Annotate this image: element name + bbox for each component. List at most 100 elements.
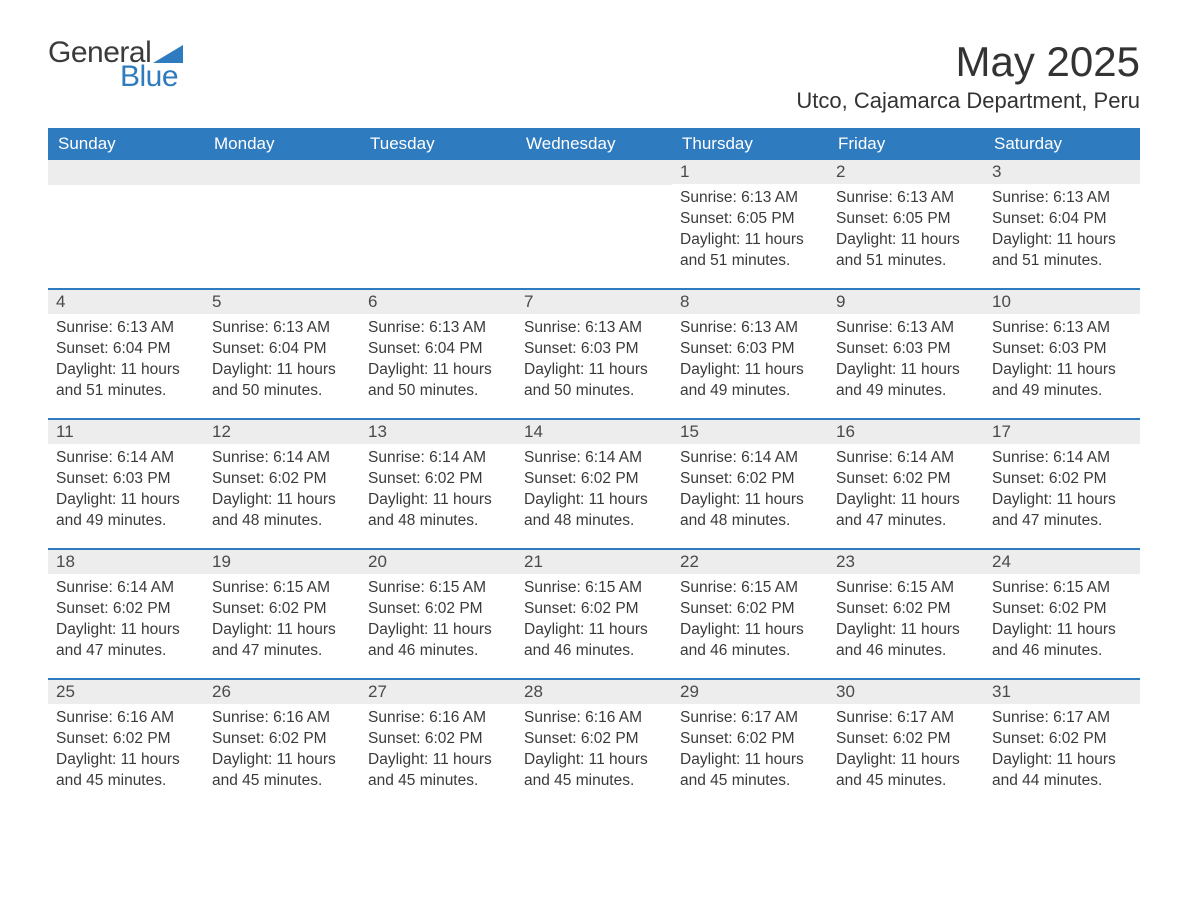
day-number: 28: [516, 680, 672, 704]
sunset-text: Sunset: 6:03 PM: [836, 339, 976, 360]
daylight-text: Daylight: 11 hours and 45 minutes.: [836, 750, 976, 792]
daylight-text: Daylight: 11 hours and 47 minutes.: [56, 620, 196, 662]
day-number: 2: [828, 160, 984, 184]
sunrise-text: Sunrise: 6:13 AM: [368, 318, 508, 339]
day-details: Sunrise: 6:13 AMSunset: 6:05 PMDaylight:…: [672, 184, 828, 280]
sunset-text: Sunset: 6:05 PM: [680, 209, 820, 230]
daylight-text: Daylight: 11 hours and 50 minutes.: [524, 360, 664, 402]
day-number: 5: [204, 290, 360, 314]
day-cell: 12Sunrise: 6:14 AMSunset: 6:02 PMDayligh…: [204, 420, 360, 548]
day-number: 1: [672, 160, 828, 184]
daylight-text: Daylight: 11 hours and 49 minutes.: [836, 360, 976, 402]
daylight-text: Daylight: 11 hours and 45 minutes.: [524, 750, 664, 792]
day-number: 31: [984, 680, 1140, 704]
day-cell: 28Sunrise: 6:16 AMSunset: 6:02 PMDayligh…: [516, 680, 672, 808]
day-cell: 4Sunrise: 6:13 AMSunset: 6:04 PMDaylight…: [48, 290, 204, 418]
day-number: 27: [360, 680, 516, 704]
day-details: Sunrise: 6:14 AMSunset: 6:02 PMDaylight:…: [828, 444, 984, 540]
day-number: [360, 160, 516, 185]
day-number: 8: [672, 290, 828, 314]
day-details: Sunrise: 6:13 AMSunset: 6:03 PMDaylight:…: [516, 314, 672, 410]
day-number: 24: [984, 550, 1140, 574]
sunrise-text: Sunrise: 6:14 AM: [992, 448, 1132, 469]
weekday-header: Tuesday: [360, 128, 516, 160]
sunset-text: Sunset: 6:02 PM: [212, 469, 352, 490]
day-details: Sunrise: 6:16 AMSunset: 6:02 PMDaylight:…: [204, 704, 360, 800]
sunset-text: Sunset: 6:02 PM: [680, 729, 820, 750]
daylight-text: Daylight: 11 hours and 51 minutes.: [56, 360, 196, 402]
sunset-text: Sunset: 6:02 PM: [836, 599, 976, 620]
day-number: 23: [828, 550, 984, 574]
day-number: 7: [516, 290, 672, 314]
day-cell: 27Sunrise: 6:16 AMSunset: 6:02 PMDayligh…: [360, 680, 516, 808]
sunrise-text: Sunrise: 6:14 AM: [680, 448, 820, 469]
day-cell: 26Sunrise: 6:16 AMSunset: 6:02 PMDayligh…: [204, 680, 360, 808]
daylight-text: Daylight: 11 hours and 45 minutes.: [680, 750, 820, 792]
daylight-text: Daylight: 11 hours and 45 minutes.: [368, 750, 508, 792]
sunrise-text: Sunrise: 6:15 AM: [368, 578, 508, 599]
day-number: 14: [516, 420, 672, 444]
sunrise-text: Sunrise: 6:17 AM: [836, 708, 976, 729]
day-number: 12: [204, 420, 360, 444]
day-number: [204, 160, 360, 185]
daylight-text: Daylight: 11 hours and 46 minutes.: [368, 620, 508, 662]
week-row: 18Sunrise: 6:14 AMSunset: 6:02 PMDayligh…: [48, 548, 1140, 678]
day-number: 22: [672, 550, 828, 574]
sunrise-text: Sunrise: 6:14 AM: [56, 448, 196, 469]
logo: General Blue: [48, 38, 183, 92]
weekday-header: Monday: [204, 128, 360, 160]
daylight-text: Daylight: 11 hours and 49 minutes.: [680, 360, 820, 402]
day-cell: [516, 160, 672, 288]
daylight-text: Daylight: 11 hours and 44 minutes.: [992, 750, 1132, 792]
day-number: 21: [516, 550, 672, 574]
day-cell: 8Sunrise: 6:13 AMSunset: 6:03 PMDaylight…: [672, 290, 828, 418]
sunset-text: Sunset: 6:02 PM: [368, 599, 508, 620]
day-details: Sunrise: 6:13 AMSunset: 6:04 PMDaylight:…: [48, 314, 204, 410]
day-details: Sunrise: 6:13 AMSunset: 6:04 PMDaylight:…: [984, 184, 1140, 280]
day-cell: 22Sunrise: 6:15 AMSunset: 6:02 PMDayligh…: [672, 550, 828, 678]
sunset-text: Sunset: 6:04 PM: [56, 339, 196, 360]
day-details: Sunrise: 6:13 AMSunset: 6:05 PMDaylight:…: [828, 184, 984, 280]
sunrise-text: Sunrise: 6:16 AM: [524, 708, 664, 729]
day-cell: 10Sunrise: 6:13 AMSunset: 6:03 PMDayligh…: [984, 290, 1140, 418]
day-number: 29: [672, 680, 828, 704]
sunset-text: Sunset: 6:02 PM: [992, 729, 1132, 750]
day-details: Sunrise: 6:17 AMSunset: 6:02 PMDaylight:…: [828, 704, 984, 800]
day-number: 15: [672, 420, 828, 444]
daylight-text: Daylight: 11 hours and 46 minutes.: [680, 620, 820, 662]
daylight-text: Daylight: 11 hours and 48 minutes.: [212, 490, 352, 532]
sunset-text: Sunset: 6:02 PM: [836, 729, 976, 750]
day-details: Sunrise: 6:13 AMSunset: 6:03 PMDaylight:…: [984, 314, 1140, 410]
daylight-text: Daylight: 11 hours and 51 minutes.: [992, 230, 1132, 272]
day-details: Sunrise: 6:16 AMSunset: 6:02 PMDaylight:…: [48, 704, 204, 800]
sunset-text: Sunset: 6:03 PM: [524, 339, 664, 360]
sunrise-text: Sunrise: 6:13 AM: [680, 188, 820, 209]
sunrise-text: Sunrise: 6:16 AM: [368, 708, 508, 729]
day-number: 4: [48, 290, 204, 314]
day-details: Sunrise: 6:16 AMSunset: 6:02 PMDaylight:…: [360, 704, 516, 800]
day-cell: [48, 160, 204, 288]
weekday-header: Friday: [828, 128, 984, 160]
day-details: Sunrise: 6:13 AMSunset: 6:03 PMDaylight:…: [828, 314, 984, 410]
sunrise-text: Sunrise: 6:16 AM: [212, 708, 352, 729]
day-cell: 20Sunrise: 6:15 AMSunset: 6:02 PMDayligh…: [360, 550, 516, 678]
sunset-text: Sunset: 6:02 PM: [212, 729, 352, 750]
sunset-text: Sunset: 6:03 PM: [680, 339, 820, 360]
day-cell: 11Sunrise: 6:14 AMSunset: 6:03 PMDayligh…: [48, 420, 204, 548]
day-cell: 3Sunrise: 6:13 AMSunset: 6:04 PMDaylight…: [984, 160, 1140, 288]
sunset-text: Sunset: 6:04 PM: [368, 339, 508, 360]
day-details: Sunrise: 6:13 AMSunset: 6:04 PMDaylight:…: [204, 314, 360, 410]
day-details: Sunrise: 6:14 AMSunset: 6:02 PMDaylight:…: [516, 444, 672, 540]
sunrise-text: Sunrise: 6:13 AM: [56, 318, 196, 339]
sunrise-text: Sunrise: 6:15 AM: [524, 578, 664, 599]
sunset-text: Sunset: 6:02 PM: [992, 599, 1132, 620]
page-header: General Blue May 2025 Utco, Cajamarca De…: [48, 38, 1140, 114]
day-number: [48, 160, 204, 185]
day-details: Sunrise: 6:14 AMSunset: 6:02 PMDaylight:…: [984, 444, 1140, 540]
month-title: May 2025: [796, 38, 1140, 86]
weekday-header-row: Sunday Monday Tuesday Wednesday Thursday…: [48, 128, 1140, 160]
sunrise-text: Sunrise: 6:14 AM: [524, 448, 664, 469]
day-details: Sunrise: 6:14 AMSunset: 6:02 PMDaylight:…: [204, 444, 360, 540]
daylight-text: Daylight: 11 hours and 51 minutes.: [836, 230, 976, 272]
daylight-text: Daylight: 11 hours and 46 minutes.: [524, 620, 664, 662]
